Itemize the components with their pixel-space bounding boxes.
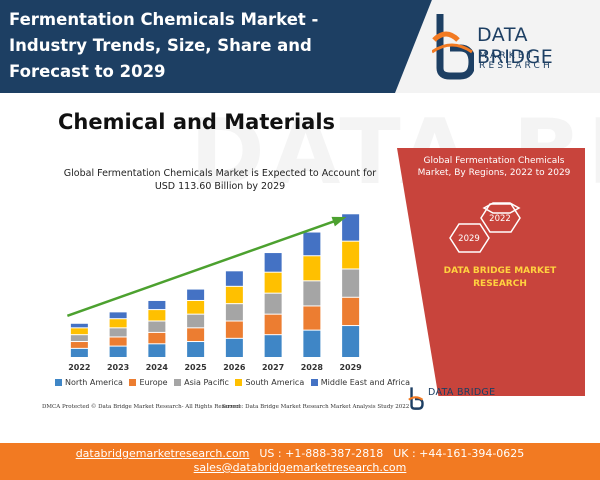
brand-name: DATA BRIDGE xyxy=(477,24,554,68)
bar-segment xyxy=(303,306,321,330)
data-bridge-logo-icon xyxy=(432,14,474,80)
bar-segment xyxy=(303,232,321,256)
bar-segment xyxy=(225,304,243,321)
us-phone: US : +1-888-387-2818 xyxy=(259,447,384,460)
email-link[interactable]: sales@databridgemarketresearch.com xyxy=(193,461,407,474)
hexagon-2022 xyxy=(482,202,521,214)
hexagon-label-2022: 2022 xyxy=(489,214,511,224)
bar-segment xyxy=(70,323,88,328)
uk-phone: UK : +44-161-394-0625 xyxy=(393,447,525,460)
bar-segment xyxy=(342,241,360,269)
bar-segment xyxy=(148,332,166,344)
trend-arrow-head xyxy=(331,216,347,227)
bar-segment xyxy=(264,293,282,314)
legend-item: Europe xyxy=(129,378,168,387)
bar-segment xyxy=(187,300,205,314)
x-tick-label: 2022 xyxy=(68,363,90,372)
bar-segment xyxy=(109,346,127,357)
bar-segment xyxy=(342,326,360,357)
bar-segment xyxy=(148,300,166,310)
brand-subtitle: MARKET RESEARCH xyxy=(479,51,553,71)
x-tick-label: 2024 xyxy=(146,363,169,372)
chart-title: Global Fermentation Chemicals Market is … xyxy=(63,168,377,192)
bar-segment xyxy=(187,342,205,357)
x-tick-label: 2028 xyxy=(301,363,324,372)
bar-segment xyxy=(225,271,243,286)
bar-segment xyxy=(225,286,243,304)
legend-item: Asia Pacific xyxy=(174,378,229,387)
bar-segment xyxy=(303,281,321,306)
bar-segment xyxy=(109,312,127,319)
bar-segment xyxy=(70,342,88,348)
bar-segment xyxy=(70,328,88,335)
hexagon-2022-outline xyxy=(480,203,521,233)
bar-segment xyxy=(148,310,166,321)
small-logo-text: DATA BRIDGE xyxy=(428,387,496,398)
logo-panel xyxy=(395,0,600,93)
bar-segment xyxy=(109,337,127,346)
bar-segment xyxy=(303,256,321,281)
bar-segment xyxy=(148,321,166,332)
bar-segment xyxy=(109,328,127,337)
x-tick-label: 2025 xyxy=(184,363,207,372)
bar-segment xyxy=(342,297,360,326)
small-logo-icon xyxy=(408,387,424,410)
bar-segment xyxy=(187,314,205,328)
x-tick-label: 2023 xyxy=(107,363,129,372)
bar-segment xyxy=(264,335,282,357)
legend-item: South America xyxy=(235,378,304,387)
bar-segment xyxy=(148,344,166,357)
bar-segment xyxy=(225,321,243,338)
panel-title: Global Fermentation Chemicals Market, By… xyxy=(417,156,571,178)
bar-segment xyxy=(225,338,243,357)
bar-segment xyxy=(70,348,88,357)
bar-segment xyxy=(342,269,360,297)
footer-email-line: sales@databridgemarketresearch.com xyxy=(0,461,600,475)
x-tick-label: 2026 xyxy=(223,363,246,372)
bar-segment xyxy=(342,214,360,241)
dmca-notice: DMCA Protected © Data Bridge Market Rese… xyxy=(42,404,241,410)
bar-segment xyxy=(264,272,282,293)
bar-segment xyxy=(70,335,88,342)
footer-contacts: databridgemarketresearch.com US : +1-888-… xyxy=(0,443,600,461)
x-tick-label: 2029 xyxy=(339,363,362,372)
legend-item: North America xyxy=(55,378,123,387)
bar-segment xyxy=(187,328,205,342)
bar-segment xyxy=(303,330,321,357)
source-note: Source: Data Bridge Market Research Mark… xyxy=(222,404,410,410)
hexagon-2029 xyxy=(449,223,490,253)
bar-segment xyxy=(187,289,205,300)
x-tick-label: 2027 xyxy=(262,363,284,372)
panel-brand: DATA BRIDGE MARKET RESEARCH xyxy=(443,266,557,289)
bar-segment xyxy=(264,253,282,272)
chart-legend: North America Europe Asia Pacific South … xyxy=(55,378,410,387)
legend-item: Middle East and Africa xyxy=(310,378,410,387)
trend-arrow-line xyxy=(66,217,344,317)
hexagon-label-2029: 2029 xyxy=(458,234,480,244)
footer-bar: databridgemarketresearch.com US : +1-888-… xyxy=(0,443,600,480)
section-title: Chemical and Materials xyxy=(58,110,336,134)
website-link[interactable]: databridgemarketresearch.com xyxy=(75,447,250,460)
bar-segment xyxy=(109,319,127,328)
bar-segment xyxy=(264,314,282,335)
report-title: Fermentation Chemicals Market - Industry… xyxy=(9,10,319,81)
